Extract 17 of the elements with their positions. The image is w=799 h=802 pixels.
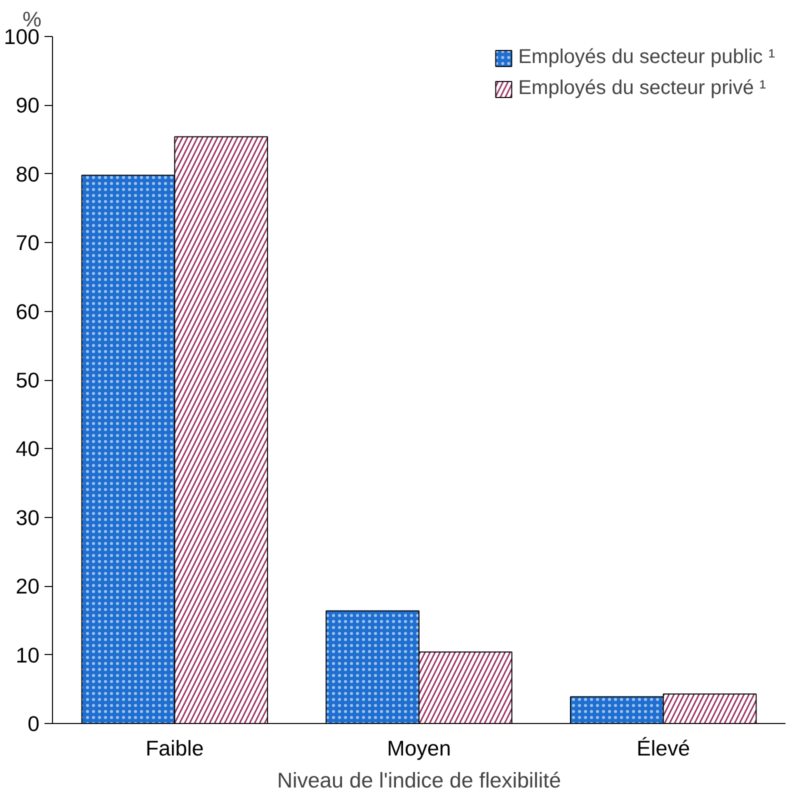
y-tick-label: 80	[16, 162, 40, 186]
y-tick-label: 90	[16, 94, 40, 118]
x-tick-label: Faible	[146, 736, 204, 760]
y-tick-label: 60	[16, 300, 40, 324]
y-tick-label: 20	[16, 574, 40, 599]
y-tick-label: 30	[16, 506, 40, 530]
x-tick-label: Moyen	[386, 736, 452, 760]
y-tick-label: 100	[4, 25, 40, 49]
y-tick-label: 40	[16, 437, 40, 462]
y-tick-label: 0	[28, 712, 40, 736]
y-tick-label: 50	[16, 368, 40, 392]
legend-label: Employés du secteur public ¹	[518, 46, 775, 69]
y-tick-label: 10	[16, 643, 40, 668]
y-tick-label: 70	[16, 231, 40, 256]
x-axis-title: Niveau de l'indice de flexibilité	[277, 768, 561, 792]
legend-label: Employés du secteur privé ¹	[518, 77, 766, 100]
x-tick-label: Élevé	[636, 736, 690, 760]
